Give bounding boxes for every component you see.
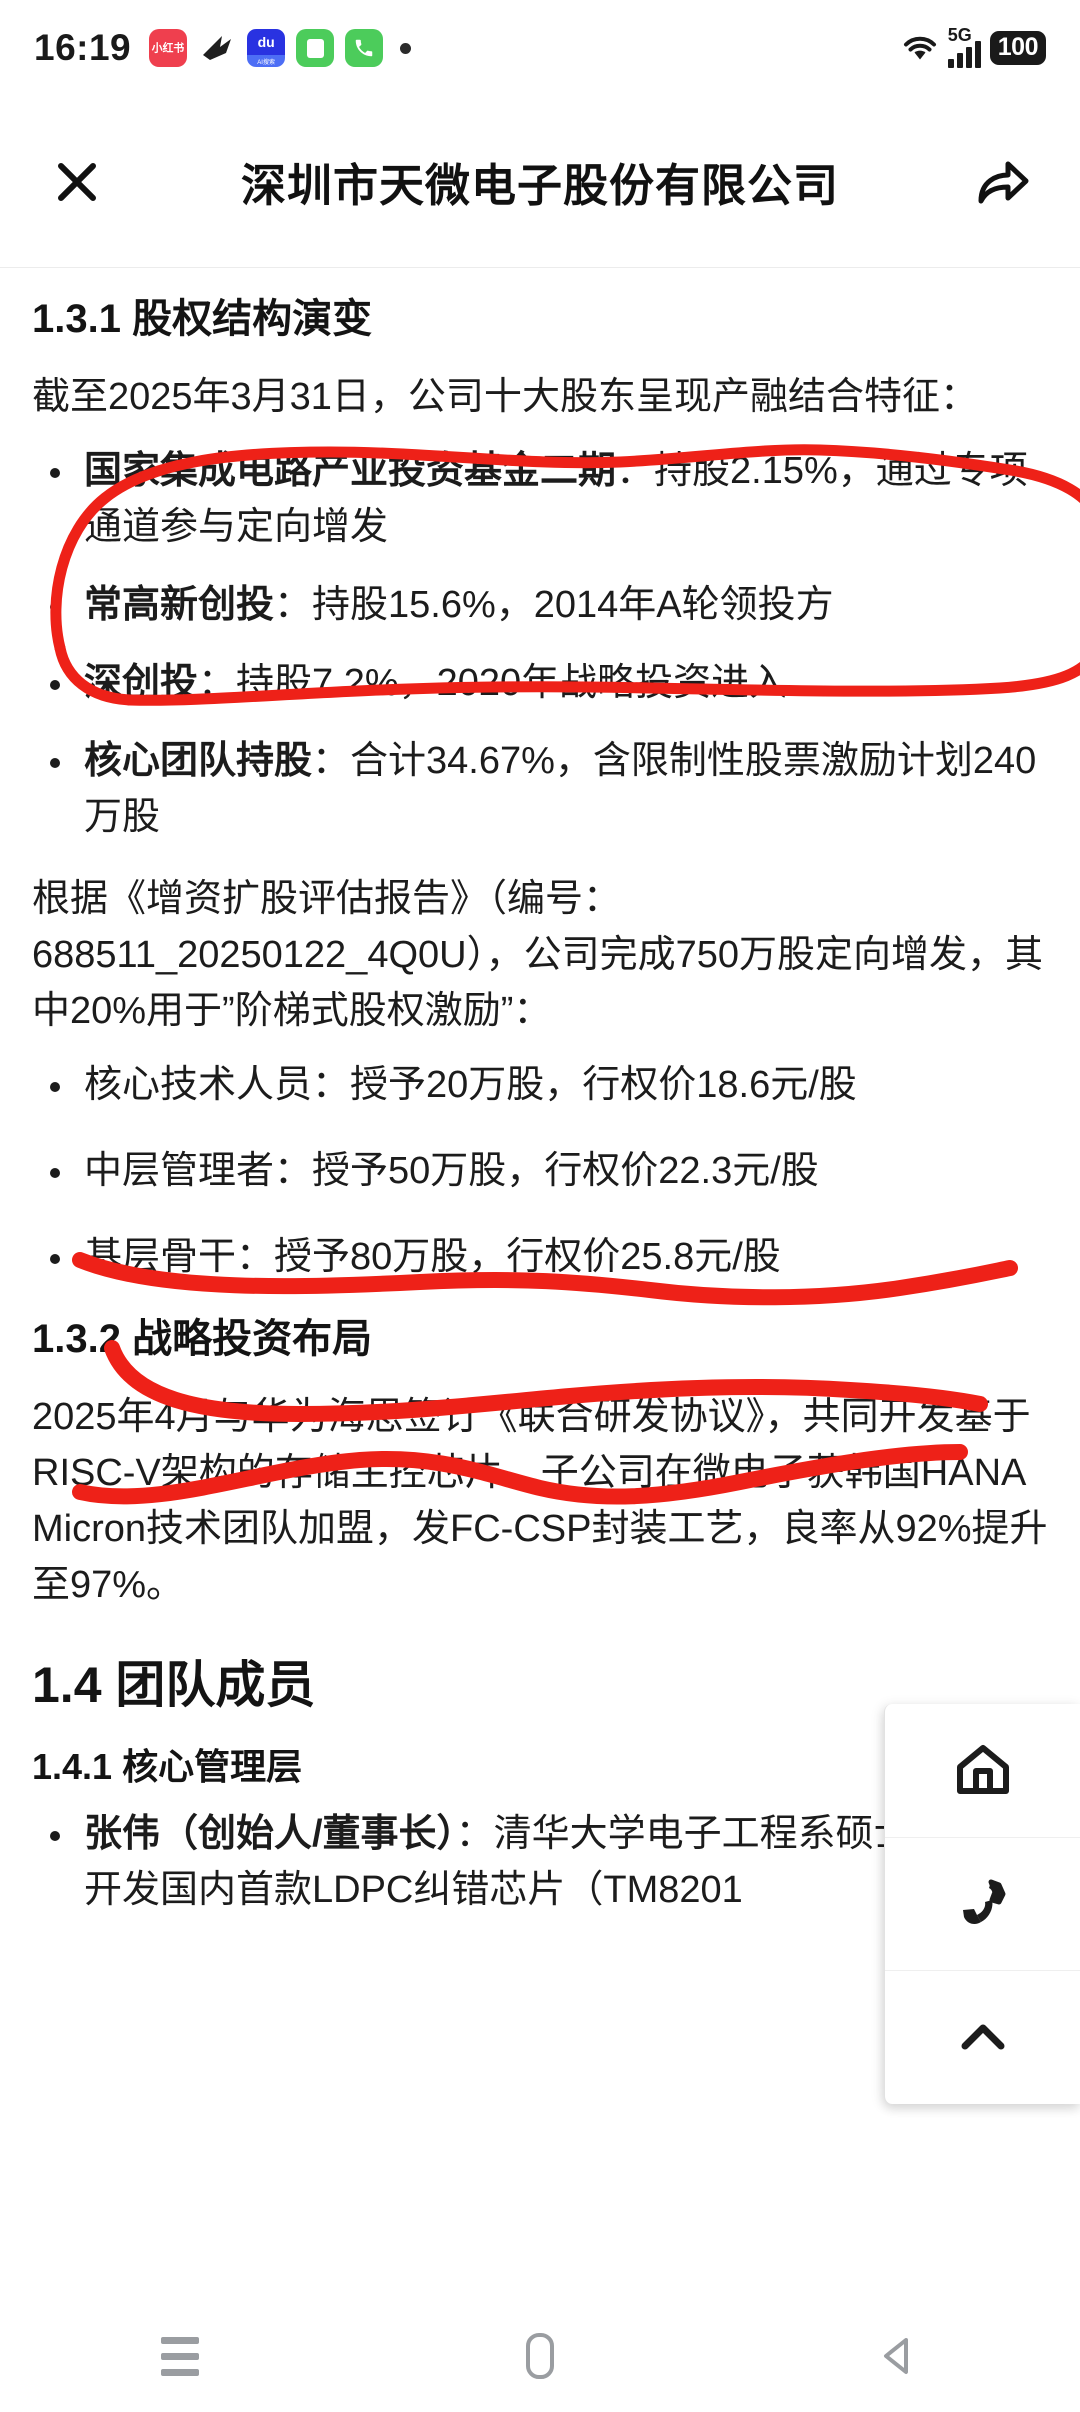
incentive-detail: ：授予20万股，行权价18.6元/股: [312, 1064, 857, 1106]
list-item: 基层骨干：授予80万股，行权价25.8元/股: [32, 1229, 1048, 1285]
nav-back-button[interactable]: [825, 2300, 975, 2412]
shareholder-detail: ：持股15.6%，2014年A轮领投方: [274, 584, 834, 626]
floating-action-panel[interactable]: [884, 1704, 1080, 2104]
shareholder-name: 深创投: [84, 662, 199, 704]
wifi-icon: [901, 33, 939, 63]
incentive-detail: ：授予80万股，行权价25.8元/股: [236, 1236, 781, 1278]
battery-badge: 100: [989, 31, 1046, 65]
wifi-glyph: [903, 36, 936, 60]
back-triangle-icon: [884, 2338, 908, 2374]
report-paragraph: 根据《增资扩股评估报告》（编号：688511_20250122_4Q0U），公司…: [32, 878, 1043, 1032]
list-item: 中层管理者：授予50万股，行权价22.3元/股: [32, 1143, 1048, 1199]
xiaohongshu-label: 小红书: [151, 41, 185, 55]
incentive-name: 基层骨干: [84, 1236, 237, 1278]
share-button[interactable]: [970, 149, 1036, 215]
shareholder-name: 常高新创投: [84, 584, 275, 626]
shareholder-detail: ：合计34.67%，含限制性股票激励计划240万股: [84, 740, 1037, 838]
phone-icon: [962, 1879, 1005, 1925]
incentive-name: 核心技术人员: [84, 1064, 313, 1106]
list-item: 核心技术人员：授予20万股，行权价18.6元/股: [32, 1057, 1048, 1113]
close-icon: [58, 162, 96, 201]
close-button[interactable]: [44, 149, 110, 215]
chevron-up-icon: [961, 2024, 1004, 2050]
nav-home-button[interactable]: [465, 2300, 615, 2412]
xiaohongshu-icon: 小红书: [149, 29, 188, 67]
list-item: 深创投：持股7.2%，2020年战略投资进入: [32, 655, 1048, 711]
float-home-button[interactable]: [885, 1704, 1080, 1837]
status-app-icons: 小红书 du AI搜索: [149, 29, 412, 67]
menu-icon: [161, 2336, 199, 2376]
incentive-name: 中层管理者: [84, 1150, 275, 1192]
message-icon: [296, 29, 335, 67]
shareholder-name: 核心团队持股: [84, 740, 313, 782]
baidu-bottom: AI搜索: [247, 55, 286, 67]
home-square-icon: [526, 2333, 554, 2379]
phone-icon: [345, 29, 384, 67]
incentive-list: 核心技术人员：授予20万股，行权价18.6元/股 中层管理者：授予50万股，行权…: [32, 1057, 1048, 1285]
float-scroll-top-button[interactable]: [885, 1970, 1080, 2104]
shareholder-name: 国家集成电路产业投资基金二期: [84, 450, 617, 492]
system-navigation-bar: [0, 2300, 1080, 2412]
shareholder-detail: ：持股7.2%，2020年战略投资进入: [198, 662, 788, 704]
shareholder-list: 国家集成电路产业投资基金二期：持股2.15%，通过专项通道参与定向增发 常高新创…: [32, 443, 1048, 845]
list-item: 国家集成电路产业投资基金二期：持股2.15%，通过专项通道参与定向增发: [32, 443, 1048, 555]
heading-1-3-2: 1.3.2 战略投资布局: [32, 1317, 373, 1361]
share-icon: [978, 161, 1029, 203]
app-header: 深圳市天微电子股份有限公司: [0, 96, 1080, 268]
list-item: 核心团队持股：合计34.67%，含限制性股票激励计划240万股: [32, 733, 1048, 845]
strategy-paragraph: 2025年4月与华为海思签订《联合研发协议》，共同开发基于RISC-V架构的存储…: [32, 1396, 1048, 1606]
heading-1-4: 1.4 团队成员: [32, 1657, 316, 1713]
team-list: 张伟（创始人/董事长）：清华大学电子工程系硕士，主导开发国内首款LDPC纠错芯片…: [32, 1806, 1048, 1918]
recording-dot-icon: [400, 42, 412, 54]
network-type-label: 5G: [947, 25, 972, 45]
bird-glyph: [203, 36, 232, 60]
nav-menu-button[interactable]: [105, 2300, 255, 2412]
team-member-name: 张伟（创始人/董事长）: [84, 1812, 456, 1855]
signal-bars: [947, 41, 981, 68]
team-member-detail: ：清华大学电子工程系硕士，主导开发国内首款LDPC纠错芯片（TM8201: [84, 1812, 1026, 1911]
baidu-top: du: [247, 29, 286, 55]
intro-paragraph: 截至2025年3月31日，公司十大股东呈现产融结合特征：: [32, 376, 978, 418]
phone-glyph: [355, 39, 373, 57]
home-icon: [956, 1745, 1009, 1795]
baidu-icon: du AI搜索: [247, 29, 286, 67]
status-bar: 16:19 小红书 du AI搜索: [0, 0, 1080, 96]
status-time: 16:19: [34, 27, 132, 68]
bird-icon: [198, 29, 236, 67]
heading-1-3-1: 1.3.1 股权结构演变: [32, 297, 373, 341]
incentive-detail: ：授予50万股，行权价22.3元/股: [274, 1150, 819, 1192]
list-item: 常高新创投：持股15.6%，2014年A轮领投方: [32, 577, 1048, 633]
page-title: 深圳市天微电子股份有限公司: [240, 160, 839, 211]
cellular-signal-icon: 5G: [947, 25, 981, 68]
heading-1-4-1: 1.4.1 核心管理层: [32, 1745, 303, 1787]
float-phone-button[interactable]: [885, 1836, 1080, 1971]
list-item: 张伟（创始人/董事长）：清华大学电子工程系硕士，主导开发国内首款LDPC纠错芯片…: [32, 1806, 1048, 1918]
status-system-icons: 5G 100: [901, 25, 1046, 68]
